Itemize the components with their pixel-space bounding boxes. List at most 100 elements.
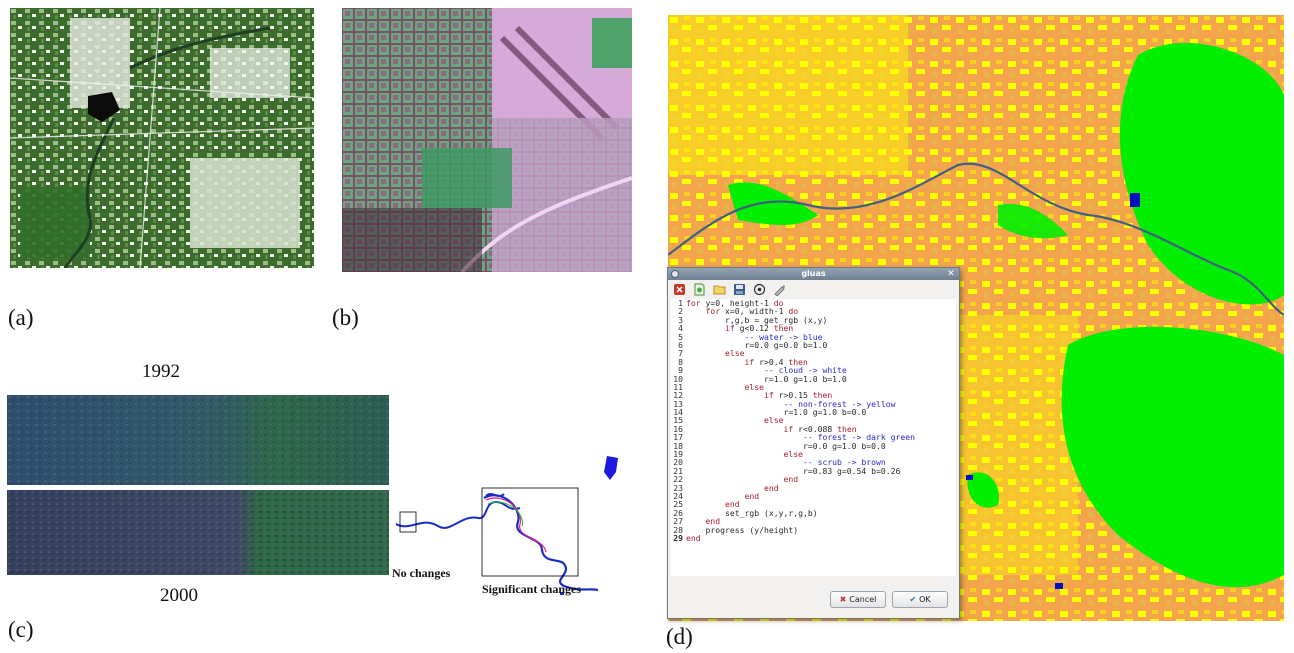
code-token: -- forest -> dark green [686, 432, 916, 443]
code-token: then [837, 423, 857, 434]
line-number: 1 [678, 299, 683, 308]
code-line: 2 for x=0, width-1 do [671, 306, 956, 317]
code-token: else [744, 381, 764, 392]
code-token: r=0.0 g=0.0 b=1.0 [686, 339, 828, 350]
line-number: 5 [678, 331, 683, 342]
code-line: 29 end [671, 532, 956, 543]
code-token: r=0.83 g=0.54 b=0.26 [686, 465, 901, 476]
line-number: 22 [673, 474, 683, 485]
code-editor[interactable]: 1 for y=0, height-1 do 2 for x=0, width-1 … [671, 299, 956, 576]
code-line: 10 r=1.0 g=1.0 b=1.0 [671, 373, 956, 384]
brush-icon[interactable] [772, 282, 786, 296]
code-line: 15 else [671, 415, 956, 426]
line-number: 26 [673, 507, 683, 518]
code-line: 18 r=0.0 g=1.0 b=0.0 [671, 440, 956, 451]
code-line: 3 r,g,b = get_rgb (x,y) [671, 314, 956, 325]
code-line: 12 if r>0.15 then [671, 390, 956, 401]
code-line: 17 -- forest -> dark green [671, 432, 956, 443]
line-number: 15 [673, 415, 683, 426]
code-line: 22 end [671, 474, 956, 485]
stop-icon[interactable] [672, 282, 686, 296]
code-line: 13 -- non-forest -> yellow [671, 398, 956, 409]
satellite-strip-2000 [7, 490, 389, 575]
line-number: 27 [673, 516, 683, 527]
cancel-icon: ✖ [839, 595, 847, 604]
line-number: 6 [678, 339, 683, 350]
code-line: 6 r=0.0 g=0.0 b=1.0 [671, 339, 956, 350]
gluas-dialog: gluas ✕ 1 for y=0, height-1 do 2 for x=0, … [667, 267, 960, 619]
code-token: -- water -> blue [686, 331, 823, 342]
code-token: else [783, 449, 803, 460]
line-number: 2 [678, 306, 683, 317]
code-line: 1 for y=0, height-1 do [671, 299, 956, 307]
code-token: progress (y/height) [686, 524, 799, 535]
code-token: end [783, 474, 799, 485]
cancel-button[interactable]: ✖ Cancel [830, 591, 886, 608]
code-token: end [724, 499, 740, 510]
code-token: r=1.0 g=1.0 b=0.0 [686, 407, 867, 418]
line-number: 12 [673, 390, 683, 401]
code-token: else [763, 415, 784, 426]
dialog-titlebar[interactable]: gluas ✕ [668, 268, 959, 280]
code-token: if [763, 390, 774, 401]
save-icon[interactable] [732, 282, 746, 296]
code-token: -- scrub -> brown [686, 457, 886, 468]
code-token: set_rgb (x,y,r,g,b) [686, 507, 818, 518]
line-number: 17 [673, 432, 683, 443]
code-token: do [788, 306, 799, 317]
target-icon[interactable] [752, 282, 766, 296]
line-number: 18 [673, 440, 683, 451]
code-token: then [773, 323, 794, 334]
year-label-2000: 2000 [160, 585, 198, 606]
code-token: end [763, 482, 779, 493]
code-token: do [773, 299, 784, 308]
code-line: 14 r=1.0 g=1.0 b=0.0 [671, 407, 956, 418]
line-number: 7 [678, 348, 683, 359]
line-number: 23 [673, 482, 683, 493]
dialog-toolbar [672, 282, 786, 298]
code-token: if [724, 323, 735, 334]
significant-changes-label: Significant changes [482, 582, 582, 596]
line-number: 24 [673, 490, 683, 501]
code-line: 8 if r>0.4 then [671, 356, 956, 367]
code-token: -- cloud -> white [686, 365, 847, 376]
caption-d: (d) [666, 624, 693, 649]
window-menu-icon[interactable] [671, 270, 679, 278]
code-token: for [686, 299, 701, 308]
cancel-button-label: Cancel [849, 595, 877, 604]
code-token: end [686, 532, 701, 543]
year-label-1992: 1992 [142, 361, 180, 382]
code-token: r>0.4 [754, 356, 789, 367]
line-number: 3 [678, 314, 683, 325]
change-detection-map [392, 452, 632, 604]
code-token: for [705, 306, 721, 317]
code-line: 9 -- cloud -> white [671, 365, 956, 376]
code-token: r,g,b = get_rgb (x,y) [686, 314, 828, 325]
code-token: r>0.15 [773, 390, 813, 401]
code-token: end [705, 516, 721, 527]
open-folder-icon[interactable] [712, 282, 726, 296]
line-number: 11 [673, 381, 683, 392]
dialog-title: gluas [801, 269, 826, 278]
code-token: if [783, 423, 794, 434]
caption-a: (a) [8, 305, 34, 330]
ok-button[interactable]: ✔ OK [892, 591, 948, 608]
code-token: x=0, width-1 [720, 306, 789, 317]
code-token: r=1.0 g=1.0 b=1.0 [686, 373, 847, 384]
line-number: 14 [673, 407, 683, 418]
line-number: 10 [673, 373, 683, 384]
code-line: 25 end [671, 499, 956, 510]
new-file-icon[interactable] [692, 282, 706, 296]
code-line: 21 r=0.83 g=0.54 b=0.26 [671, 465, 956, 476]
code-line: 11 else [671, 381, 956, 392]
close-icon[interactable]: ✕ [947, 269, 955, 279]
code-token: end [744, 490, 760, 501]
line-number: 8 [678, 356, 683, 367]
code-line: 16 if r<0.088 then [671, 423, 956, 434]
code-line: 5 -- water -> blue [671, 331, 956, 342]
code-line: 19 else [671, 449, 956, 460]
line-number: 4 [678, 323, 683, 334]
code-token: r=0.0 g=1.0 b=0.0 [686, 440, 886, 451]
line-number: 20 [673, 457, 683, 468]
code-token: -- non-forest -> yellow [686, 398, 896, 409]
